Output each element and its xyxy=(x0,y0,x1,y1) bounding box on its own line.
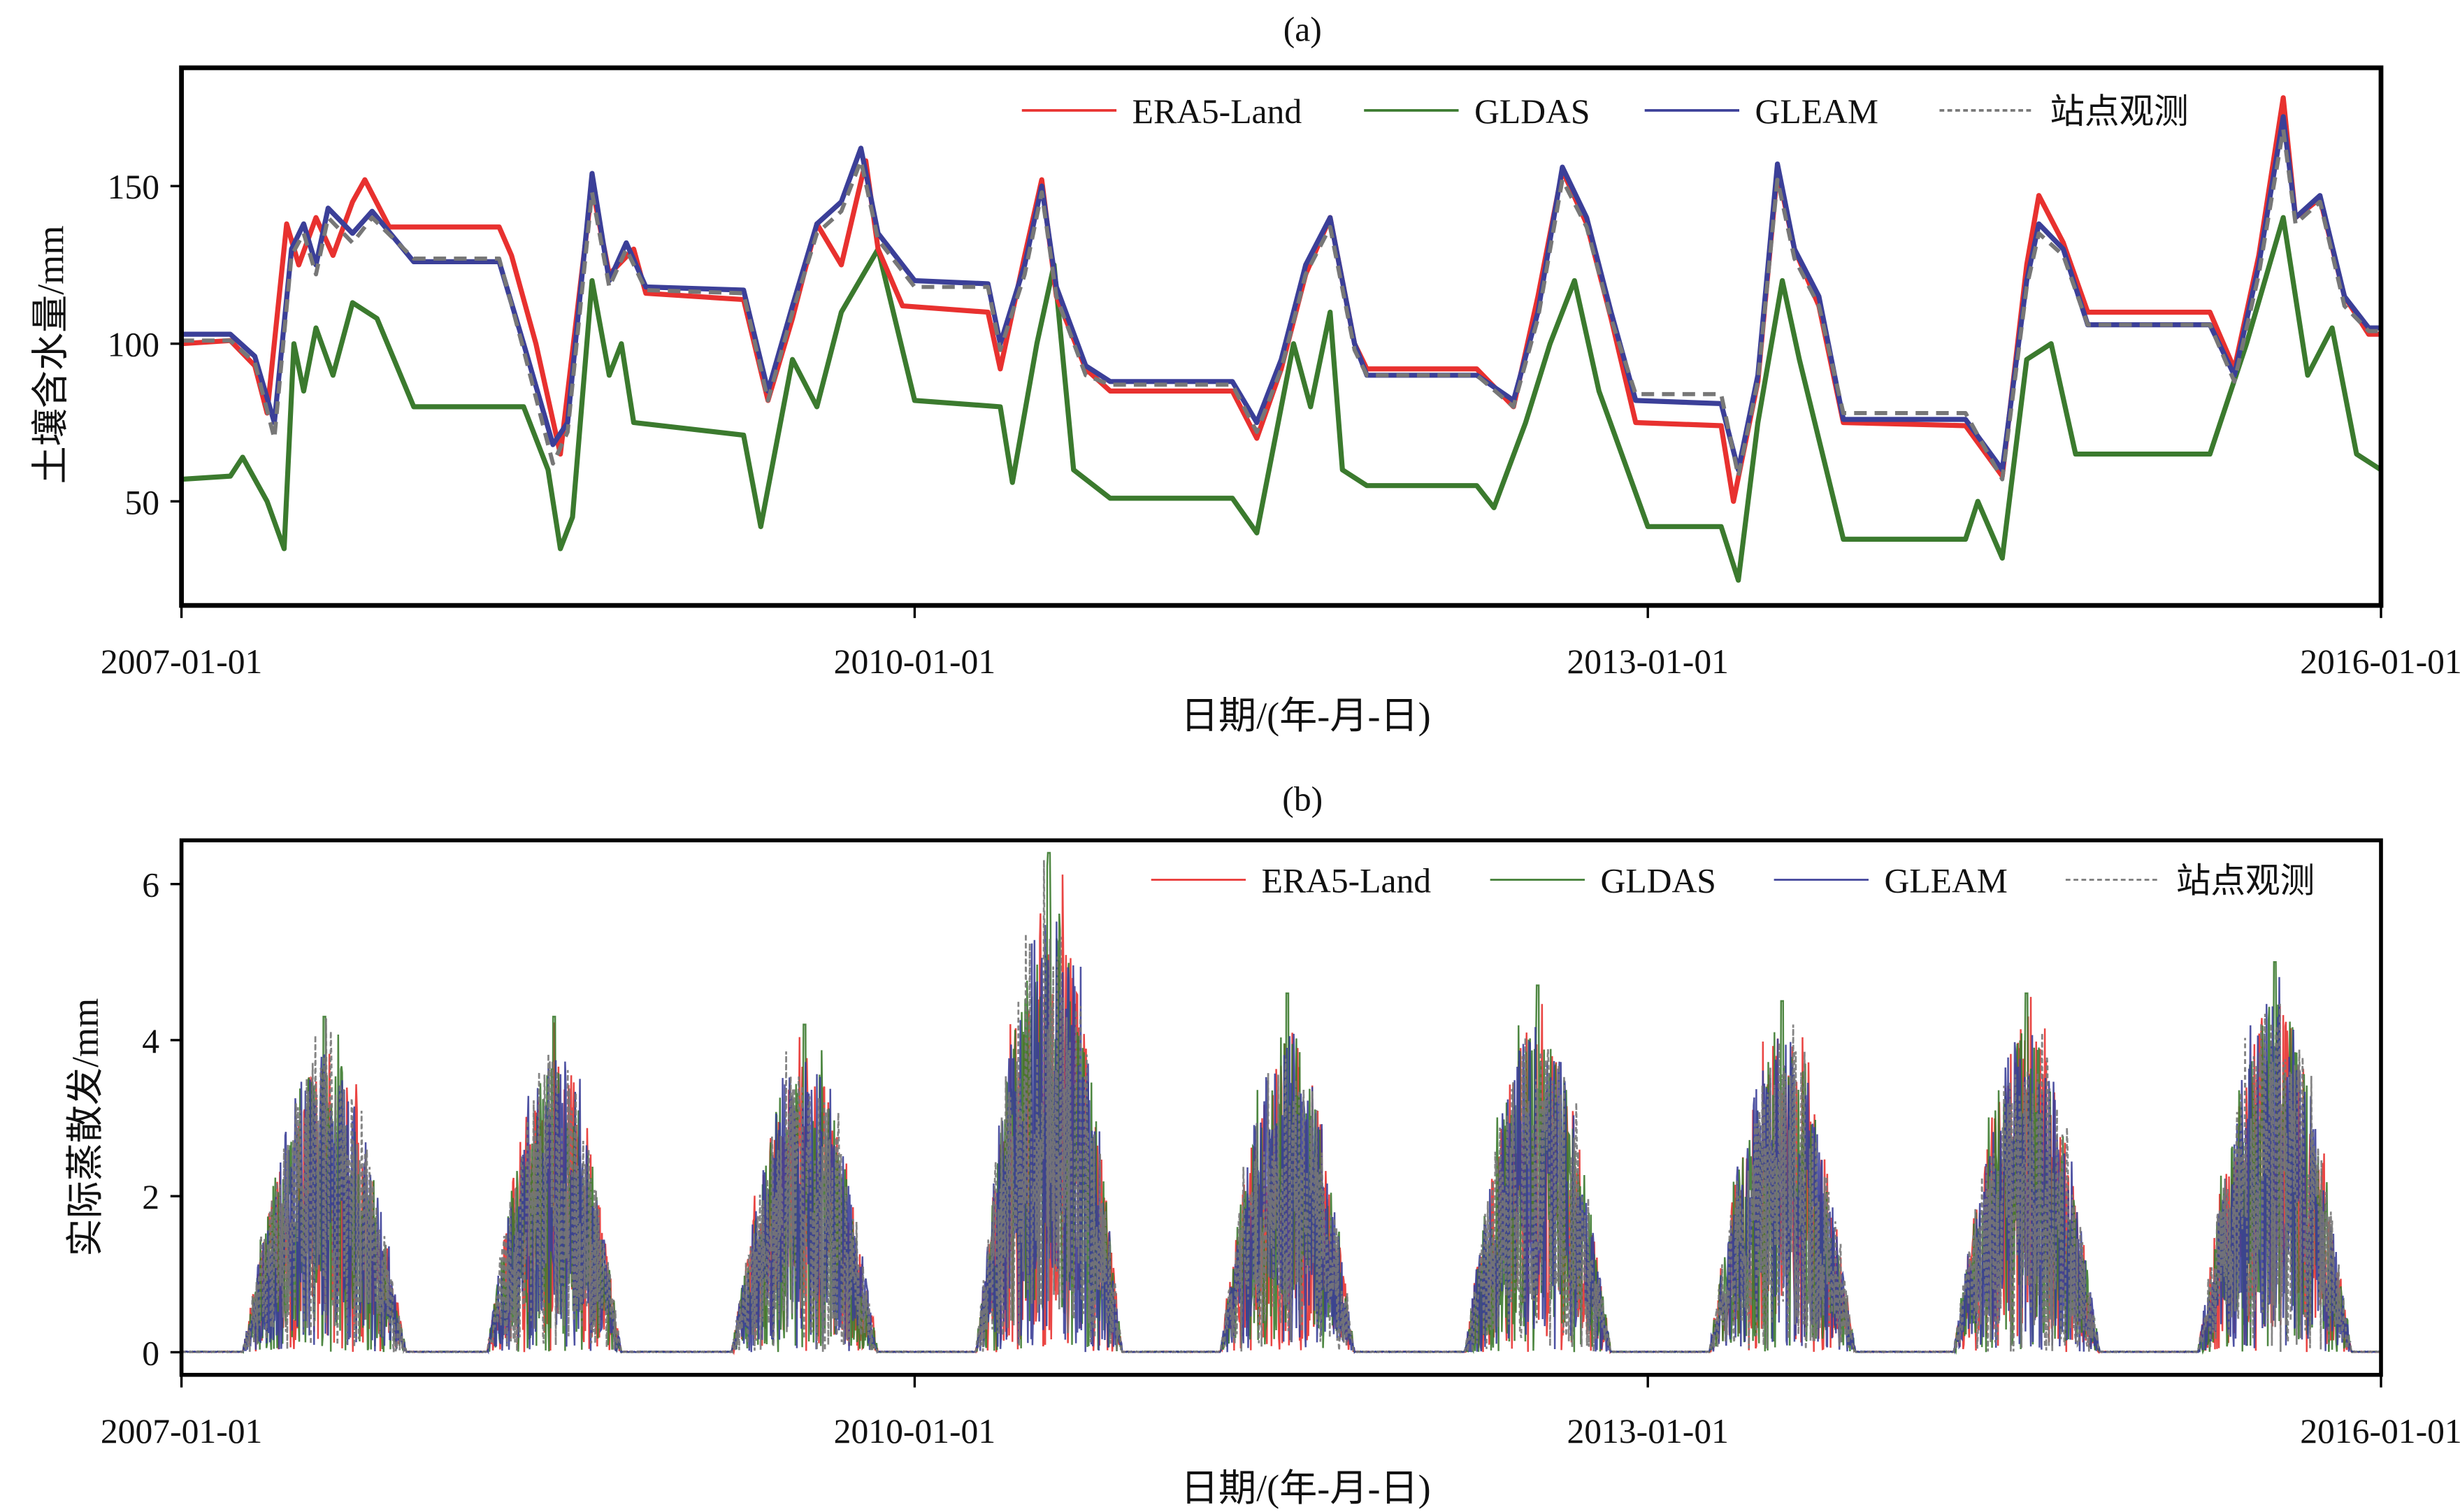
legend-label: GLDAS xyxy=(1601,862,1716,900)
panel-b-xlabel: 日期/(年-月-日) xyxy=(1181,1467,1431,1509)
evapotranspiration-chart: 2007-01-01 2010-01-01 2013-01-01 2016-01-01… xyxy=(101,838,2460,1450)
legend-label: 站点观测 xyxy=(2050,92,2188,131)
series-line-站点观测 xyxy=(181,127,2381,482)
legend-label: ERA5-Land xyxy=(1262,862,1432,900)
series-line-站点观测 xyxy=(181,860,2381,1355)
y-tick-label: 150 xyxy=(108,168,159,206)
panel-a-ylabel: 土壤含水量/mm xyxy=(29,226,71,484)
panel-b-label: (b) xyxy=(1282,779,1323,818)
legend-label: GLEAM xyxy=(1755,92,1878,131)
y-tick-label: 6 xyxy=(142,866,159,905)
panel-a-label: (a) xyxy=(1283,10,1322,49)
y-tick-label: 100 xyxy=(108,326,159,364)
plot-frame xyxy=(179,65,2384,608)
x-tick-label: 2016-01-01 xyxy=(2300,1412,2460,1450)
x-tick-label: 2007-01-01 xyxy=(101,642,262,681)
y-tick-label: 50 xyxy=(124,483,159,521)
legend-label: GLEAM xyxy=(1885,862,2008,900)
legend-label: ERA5-Land xyxy=(1132,92,1302,131)
series-line-ERA5-Land xyxy=(181,95,2381,504)
y-tick-label: 2 xyxy=(142,1178,159,1216)
legend-label: 站点观测 xyxy=(2176,862,2315,900)
x-tick-label: 2007-01-01 xyxy=(101,1412,262,1450)
soil-moisture-chart: 2007-01-01 2010-01-01 2013-01-01 2016-01-01… xyxy=(101,65,2460,681)
y-tick-label: 0 xyxy=(142,1334,159,1372)
x-tick-label: 2010-01-01 xyxy=(834,1412,995,1450)
legend-label: GLDAS xyxy=(1474,92,1590,131)
y-tick-label: 4 xyxy=(142,1022,159,1060)
panel-a-xlabel: 日期/(年-月-日) xyxy=(1181,695,1431,737)
x-tick-label: 2016-01-01 xyxy=(2300,642,2460,681)
x-tick-label: 2010-01-01 xyxy=(834,642,995,681)
x-tick-label: 2013-01-01 xyxy=(1567,642,1728,681)
panel-b-ylabel: 实际蒸散发/mm xyxy=(64,998,106,1257)
x-tick-label: 2013-01-01 xyxy=(1567,1412,1728,1450)
series-line-GLDAS xyxy=(181,215,2381,583)
plot-frame xyxy=(179,838,2383,1377)
